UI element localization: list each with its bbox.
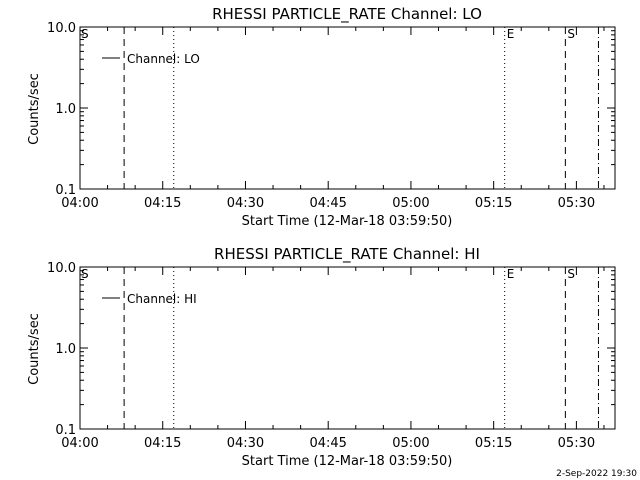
event-marker-label: S	[567, 27, 575, 41]
x-tick-label: 04:30	[227, 436, 264, 451]
y-tick-label: 10.0	[47, 21, 76, 36]
x-tick-label: 05:15	[475, 196, 512, 211]
x-tick-label: 04:30	[227, 196, 264, 211]
y-tick-label: 1.0	[55, 342, 76, 357]
event-marker-label: S	[567, 267, 575, 281]
x-tick-label: 04:00	[61, 196, 98, 211]
corner-label: S	[81, 27, 89, 41]
y-tick-label: 1.0	[55, 102, 76, 117]
event-marker-label: E	[507, 27, 515, 41]
chart-title: RHESSI PARTICLE_RATE Channel: HI	[214, 245, 480, 264]
x-tick-label: 04:15	[144, 196, 181, 211]
footer-timestamp: 2-Sep-2022 19:30	[556, 469, 637, 479]
x-tick-label: 05:00	[392, 196, 429, 211]
x-tick-label: 05:30	[558, 436, 595, 451]
x-axis-label: Start Time (12-Mar-18 03:59:50)	[242, 454, 453, 469]
event-marker-label: E	[507, 267, 515, 281]
x-tick-label: 05:00	[392, 436, 429, 451]
x-tick-label: 04:00	[61, 436, 98, 451]
x-tick-label: 05:15	[475, 436, 512, 451]
x-axis-label: Start Time (12-Mar-18 03:59:50)	[242, 214, 453, 229]
x-tick-label: 04:45	[309, 436, 346, 451]
y-tick-label: 0.1	[55, 183, 76, 198]
y-axis-label: Counts/sec	[27, 73, 42, 145]
y-axis-label: Counts/sec	[27, 313, 42, 385]
axis-ticks: 04:00 04:15 04:30 04:45 05:00 05:15 05:30 0.1 1.…	[47, 21, 615, 211]
y-tick-label: 10.0	[47, 261, 76, 276]
corner-label: S	[81, 267, 89, 281]
chart-panel-hi: RHESSI PARTICLE_RATE Channel: HI Counts/…	[27, 245, 616, 469]
x-tick-label: 05:30	[558, 196, 595, 211]
x-tick-label: 04:45	[309, 196, 346, 211]
legend-entry: Channel: HI	[127, 292, 197, 306]
axis-ticks: 04:00 04:15 04:30 04:45 05:00 05:15 05:30 0.1 1.…	[47, 261, 615, 451]
chart-title: RHESSI PARTICLE_RATE Channel: LO	[212, 5, 482, 24]
y-tick-label: 0.1	[55, 423, 76, 438]
chart-panel-lo: RHESSI PARTICLE_RATE Channel: LO Counts/…	[27, 5, 616, 229]
x-tick-label: 04:15	[144, 436, 181, 451]
legend-entry: Channel: LO	[127, 52, 200, 66]
